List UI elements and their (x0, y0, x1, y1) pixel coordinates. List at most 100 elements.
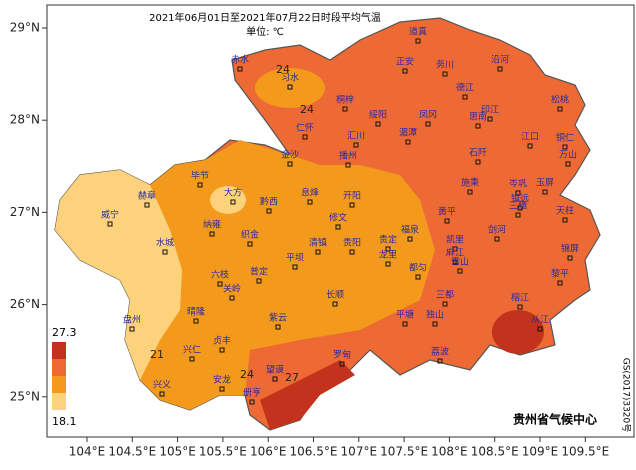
county-name: 黎平 (551, 268, 569, 280)
county-marker (462, 94, 468, 100)
map-title: 2021年06月01日至2021年07月22日时段平均气温 (149, 11, 381, 24)
county-marker (405, 139, 411, 145)
county-name: 赫章 (138, 190, 156, 202)
county-marker (475, 159, 481, 165)
county-marker (162, 249, 168, 255)
county-marker (565, 161, 571, 167)
county-name: 三穗 (509, 200, 527, 212)
county-name: 榕江 (511, 292, 529, 304)
county-marker (567, 255, 573, 261)
county-marker (345, 162, 351, 168)
county-name: 天柱 (556, 205, 574, 217)
county-name: 赤水 (231, 54, 249, 66)
county-marker (442, 71, 448, 77)
zone-red (260, 360, 355, 430)
county-marker (452, 246, 458, 252)
county-name: 麻江 (446, 247, 464, 259)
county-marker (402, 321, 408, 327)
county-name: 关岭 (223, 283, 241, 295)
county-name: 兴义 (153, 380, 171, 391)
county-name: 罗甸 (333, 349, 351, 361)
county-name: 沿河 (491, 54, 509, 66)
county-name: 印江 (481, 104, 499, 116)
county-name: 江口 (521, 132, 539, 143)
lon-label: 105°E (159, 445, 196, 459)
county-name: 毕节 (191, 170, 209, 182)
isoline-label: 24 (240, 368, 254, 381)
county-marker (415, 274, 421, 280)
county-marker (444, 218, 450, 224)
county-name: 锦屏 (561, 243, 579, 255)
county-name: 汇川 (347, 131, 365, 142)
isoline-label: 21 (150, 348, 164, 361)
county-name: 万山 (559, 150, 577, 161)
lon-label: 107°E (341, 445, 378, 459)
lon-label: 108°E (431, 445, 468, 459)
legend-swatch (52, 342, 66, 359)
county-marker (144, 202, 150, 208)
county-marker (209, 231, 215, 237)
county-name: 望谟 (266, 364, 284, 376)
zone-yellow (210, 186, 246, 214)
county-name: 播州 (339, 150, 357, 162)
county-marker (537, 326, 543, 332)
legend-swatch (52, 359, 66, 376)
legend-swatch (52, 376, 66, 393)
county-marker (230, 199, 236, 205)
county-marker (219, 347, 225, 353)
legend-max: 27.3 (52, 326, 77, 339)
county-marker (527, 143, 533, 149)
credit: 贵州省气候中心 (513, 412, 597, 427)
county-name: 德江 (456, 82, 474, 94)
county-name: 册亨 (243, 387, 261, 399)
county-name: 施秉 (461, 177, 479, 189)
county-marker (437, 358, 443, 364)
county-name: 安龙 (213, 374, 231, 386)
county-name: 玉屏 (536, 178, 554, 189)
county-name: 贵定 (379, 234, 397, 246)
county-name: 桐梓 (336, 94, 354, 106)
county-name: 松桃 (551, 94, 569, 106)
county-marker (497, 66, 503, 72)
county-marker (349, 202, 355, 208)
county-name: 思南 (469, 111, 487, 123)
county-marker (467, 189, 473, 195)
county-name: 铜仁 (556, 132, 574, 144)
county-marker (432, 321, 438, 327)
county-marker (275, 324, 281, 330)
county-marker (315, 249, 321, 255)
county-marker (515, 212, 521, 218)
county-marker (517, 304, 523, 310)
county-marker (332, 301, 338, 307)
county-marker (339, 361, 345, 367)
county-marker (562, 217, 568, 223)
county-marker (287, 161, 293, 167)
county-marker (407, 236, 413, 242)
zone-yellow (55, 170, 182, 380)
county-name: 三都 (436, 290, 454, 301)
county-marker (557, 280, 563, 286)
county-name: 湄潭 (399, 128, 417, 139)
county-marker (287, 84, 293, 90)
county-marker (272, 376, 278, 382)
county-marker (197, 182, 203, 188)
county-marker (487, 116, 493, 122)
county-name: 务川 (436, 59, 454, 71)
lon-label: 107.5°E (380, 445, 428, 459)
county-marker (385, 261, 391, 267)
county-marker (159, 391, 165, 397)
county-marker (415, 38, 421, 44)
county-name: 织金 (241, 229, 259, 241)
county-name: 普定 (250, 266, 268, 278)
county-marker (517, 205, 523, 211)
county-name: 清镇 (309, 237, 327, 249)
county-name: 仁怀 (296, 122, 314, 134)
county-marker (385, 246, 391, 252)
county-marker (256, 278, 262, 284)
county-name: 石阡 (469, 148, 487, 159)
isoline-label: 24 (276, 63, 290, 76)
county-name: 岑巩 (509, 178, 527, 190)
county-name: 平塘 (396, 309, 414, 321)
county-name: 绥阳 (369, 110, 387, 121)
